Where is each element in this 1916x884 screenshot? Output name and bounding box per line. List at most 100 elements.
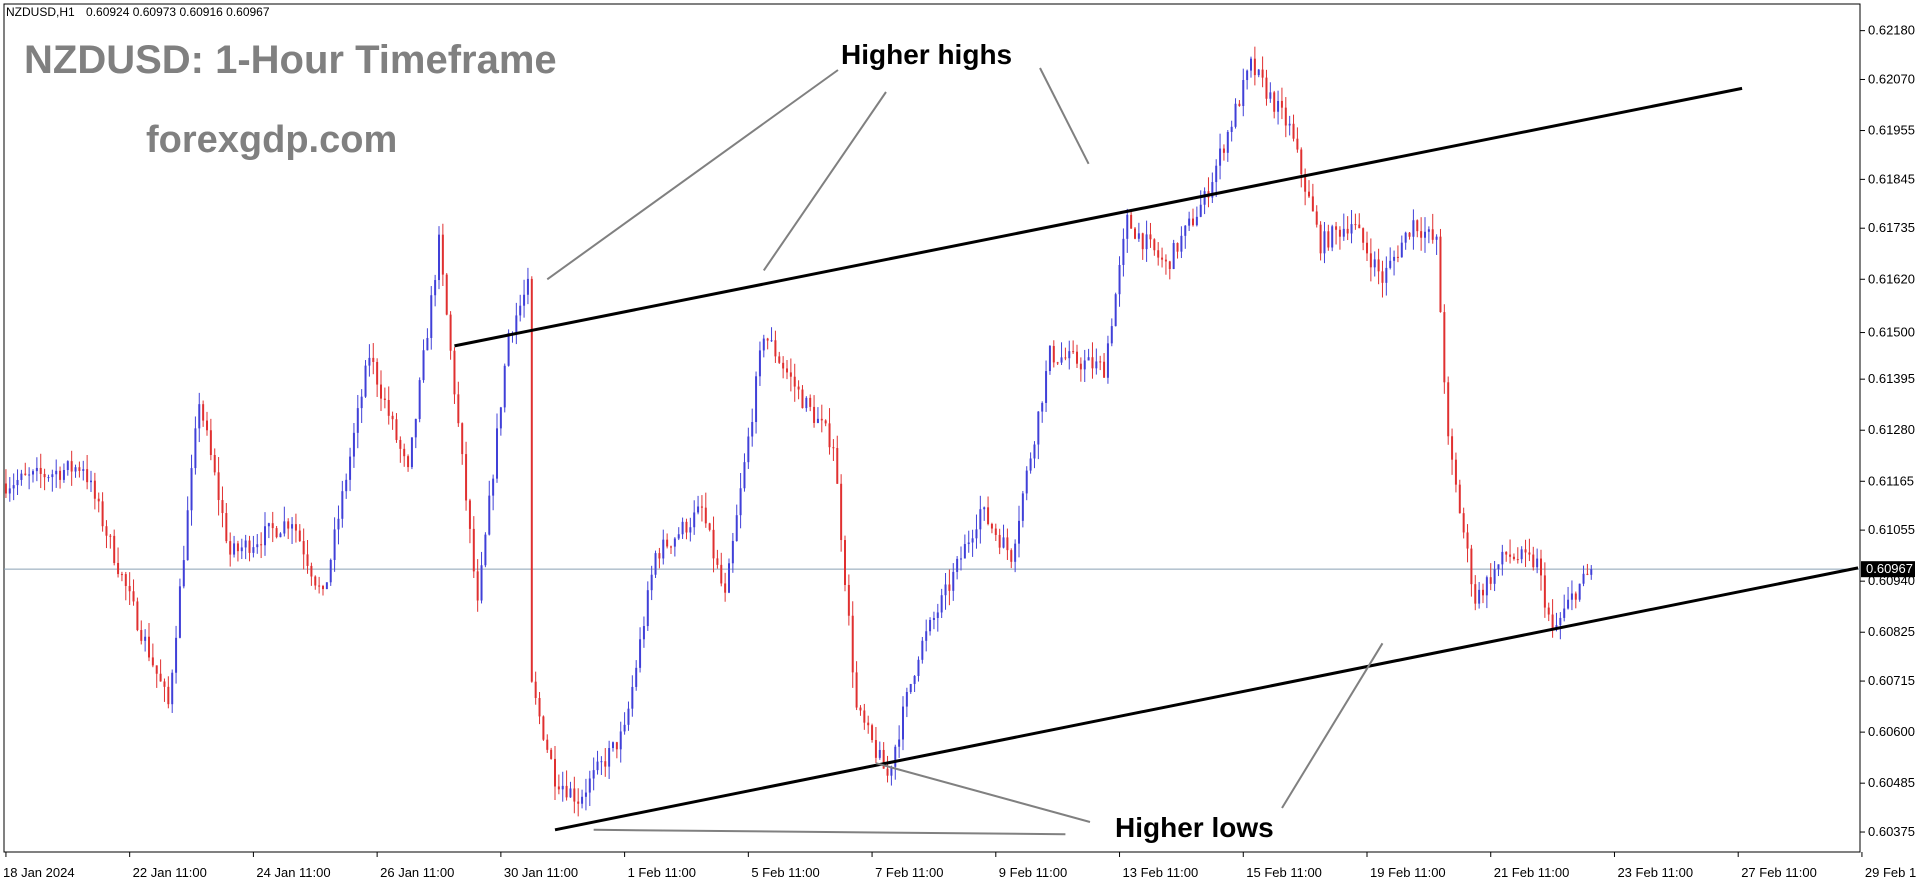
candle-body — [1462, 513, 1465, 533]
candle-body — [1122, 238, 1125, 265]
candle-body — [264, 526, 266, 546]
pointer-line — [762, 91, 887, 271]
candle-body — [399, 439, 402, 449]
x-tick-label: 7 Feb 11:00 — [875, 865, 943, 880]
candle-body — [209, 430, 212, 455]
candle-body — [1161, 257, 1164, 260]
candle-body — [1199, 204, 1202, 217]
candle-body — [306, 554, 309, 566]
candle-body — [35, 467, 38, 472]
candle-body — [16, 479, 19, 486]
candle-body — [913, 675, 916, 684]
candle-body — [642, 626, 645, 640]
candle-body — [805, 397, 808, 409]
candles — [4, 46, 1593, 817]
candle-body — [693, 512, 696, 528]
candle-body — [1443, 312, 1446, 383]
candle-body — [523, 294, 526, 306]
candle-body — [82, 469, 85, 471]
candle-body — [148, 636, 150, 658]
candle-body — [1134, 228, 1136, 239]
candle-body — [782, 362, 785, 369]
candle-body — [921, 640, 924, 660]
candle-body — [1447, 382, 1450, 437]
candle-body — [310, 565, 313, 577]
candle-body — [1072, 351, 1075, 353]
candle-body — [190, 468, 193, 511]
candle-body — [1230, 126, 1233, 132]
candle-body — [117, 562, 120, 575]
candle-body — [542, 716, 545, 740]
candle-body — [1048, 345, 1051, 372]
candle-body — [480, 565, 483, 601]
candle-body — [155, 665, 158, 674]
candle-body — [376, 361, 379, 385]
trendline — [454, 86, 1743, 348]
last-price-label: 0.60967 — [1866, 561, 1913, 576]
candle-body — [1547, 607, 1550, 615]
candle-body — [724, 583, 727, 593]
x-tick-label: 5 Feb 11:00 — [751, 865, 819, 880]
candle-body — [1025, 470, 1028, 494]
candle-body — [1466, 532, 1469, 549]
candle-body — [635, 667, 638, 687]
candle-body — [1079, 363, 1082, 370]
candle-body — [167, 686, 170, 705]
candle-body — [1250, 58, 1252, 71]
x-tick-label: 21 Feb 11:00 — [1494, 865, 1570, 880]
candle-body — [128, 585, 131, 592]
candle-body — [646, 590, 649, 627]
candle-body — [507, 332, 510, 366]
candle-body — [894, 746, 897, 767]
candle-body — [55, 470, 58, 475]
candle-body — [662, 539, 665, 559]
candle-body — [1543, 575, 1546, 608]
candle-body — [1052, 345, 1055, 363]
candle-body — [465, 454, 468, 501]
candle-body — [407, 456, 410, 468]
candle-body — [434, 280, 437, 296]
candle-body — [391, 415, 394, 420]
candle-body — [1489, 577, 1492, 584]
candle-body — [1145, 234, 1148, 250]
candle-body — [1242, 80, 1245, 107]
candle-body — [1018, 520, 1020, 544]
candle-body — [20, 473, 23, 480]
candle-body — [1451, 436, 1454, 460]
candle-body — [430, 295, 433, 338]
candle-body — [1215, 165, 1218, 183]
candle-body — [1385, 267, 1388, 283]
ohlc-values: 0.60924 0.60973 0.60916 0.60967 — [86, 5, 270, 19]
trendline — [593, 828, 1066, 836]
x-tick-label: 13 Feb 11:00 — [1123, 865, 1199, 880]
candle-body — [233, 543, 236, 555]
candle-body — [1246, 70, 1249, 81]
candle-body — [650, 574, 653, 591]
higher-lows-label: Higher lows — [1115, 812, 1274, 843]
candle-body — [105, 526, 108, 536]
candle-body — [225, 513, 228, 542]
candle-body — [322, 586, 324, 590]
candle-body — [1532, 554, 1535, 568]
candle-body — [1195, 216, 1198, 226]
candle-body — [1292, 123, 1295, 139]
candle-body — [1582, 573, 1585, 584]
candle-body — [368, 357, 371, 366]
y-tick-label: 0.61395 — [1868, 371, 1915, 386]
candle-body — [762, 338, 765, 351]
candle-body — [1273, 92, 1276, 112]
candle-body — [550, 749, 553, 759]
candle-body — [700, 506, 703, 508]
candle-body — [600, 761, 603, 763]
candle-body — [32, 471, 34, 475]
candle-body — [1404, 232, 1407, 243]
candle-body — [1400, 242, 1403, 258]
candle-body — [410, 437, 413, 468]
candle-body — [1362, 228, 1365, 243]
candle-body — [890, 766, 893, 776]
candle-body — [395, 419, 398, 440]
x-tick-label: 30 Jan 11:00 — [504, 865, 578, 880]
candle-body — [677, 534, 680, 539]
candle-body — [24, 473, 27, 475]
